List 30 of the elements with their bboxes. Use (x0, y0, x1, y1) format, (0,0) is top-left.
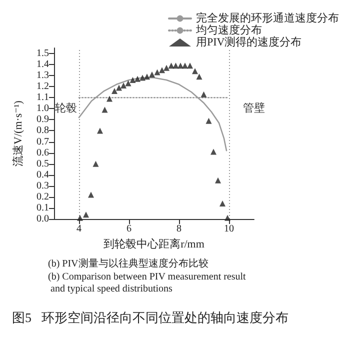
legend-label: 均匀速度分布 (195, 24, 262, 36)
y-tick-label: 1.4 (36, 59, 49, 70)
y-tick-label: 1.5 (36, 48, 49, 60)
y-tick-label: 0.4 (36, 169, 49, 180)
text: (b) PIV测量与以往典型速度分布比较 (48, 258, 208, 270)
x-tick-label: 8 (176, 224, 182, 234)
text: (b) Comparison between PIV measurement result and typical speed distributions (48, 272, 246, 294)
y-tick-label: 0.2 (36, 191, 49, 202)
caption: 图5 环形空间沿径向不同位置处的轴向速度分布 (12, 310, 288, 325)
x-tick-label: 10 (224, 224, 234, 234)
y-tick-label: 0.5 (36, 158, 49, 170)
y-tick-label: 0.6 (36, 147, 49, 158)
x-tick-label: 6 (126, 224, 132, 234)
y-tick-label: 1.2 (36, 81, 49, 92)
x-axis-title: 到轮毂中心距离r/mm (104, 237, 205, 250)
y-tick-label: 1.0 (36, 103, 49, 114)
y-tick-label: 0.0 (36, 214, 49, 224)
ref-line-label: 管壁 (243, 102, 265, 115)
y-tick-label: 1.1 (36, 92, 49, 104)
y-tick-label: 0.3 (36, 180, 49, 192)
y-tick-label: 1.3 (36, 70, 49, 82)
y-tick-label: 0.9 (36, 114, 49, 126)
legend-label: 用PIV测得的速度分布 (196, 36, 302, 48)
ref-line-label: 轮毂 (55, 102, 77, 115)
y-tick-label: 0.7 (36, 136, 49, 148)
y-tick-label: 0.8 (36, 125, 49, 136)
legend-label: 完全发展的环形通道速度分布 (196, 12, 339, 24)
y-tick-label: 0.1 (36, 202, 49, 214)
x-tick-label: 4 (76, 224, 82, 234)
y-axis-title: 流速V/(m·s⁻¹) (12, 100, 24, 166)
